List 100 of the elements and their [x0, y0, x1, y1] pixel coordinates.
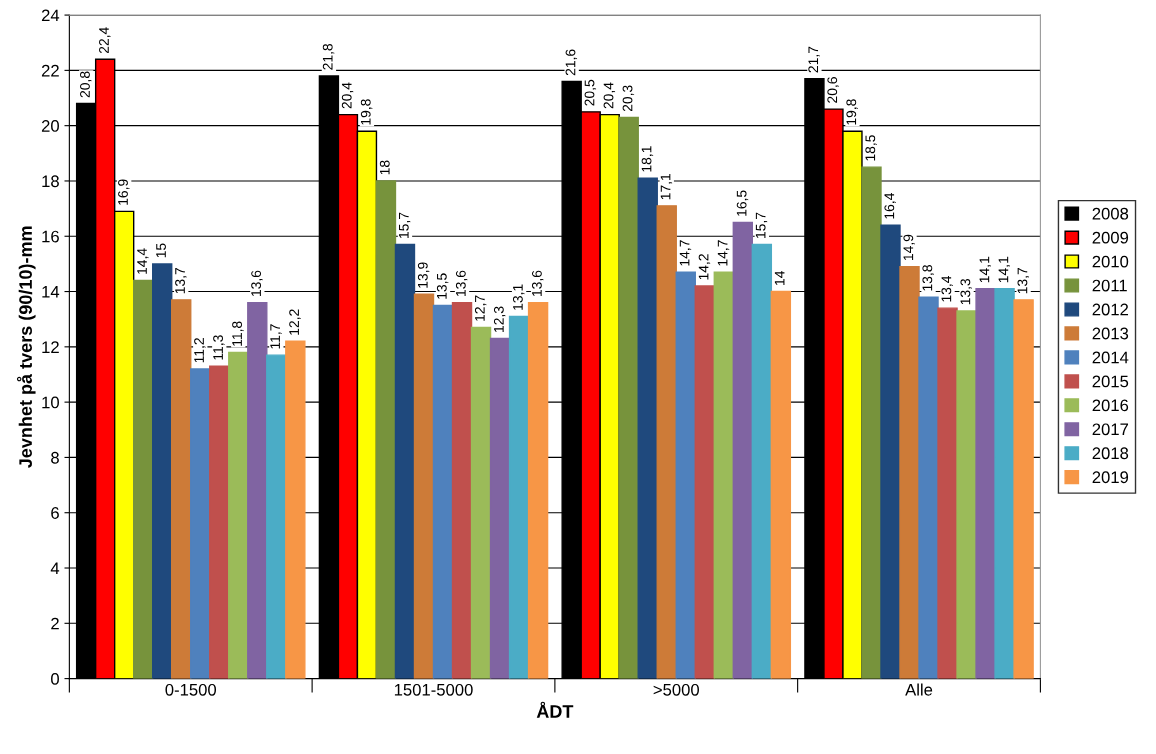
bar	[713, 271, 735, 679]
bar	[656, 205, 677, 679]
bar	[770, 290, 792, 679]
legend-label: 2013	[1092, 327, 1129, 340]
bar	[994, 288, 1015, 679]
legend-label: 2018	[1092, 447, 1129, 460]
bar	[937, 307, 958, 679]
bar	[880, 224, 901, 679]
legend-label: 2008	[1092, 207, 1129, 220]
bar	[899, 265, 920, 679]
data-label: 20,6	[827, 77, 839, 103]
data-label: 19,8	[846, 99, 858, 125]
data-label: 13,7	[175, 267, 187, 294]
data-label: 16,4	[884, 193, 896, 219]
data-label: 19,8	[360, 99, 373, 125]
data-label: 15,7	[399, 212, 411, 238]
legend-label: 2017	[1092, 423, 1129, 436]
bar	[375, 180, 397, 679]
data-label: 20,3	[622, 85, 635, 112]
data-label: 17,1	[660, 173, 673, 200]
legend-label: 2015	[1092, 375, 1129, 388]
data-label: 11,3	[213, 335, 225, 360]
data-label: 14,1	[979, 256, 991, 283]
data-label: 21,7	[808, 46, 820, 73]
y-tick-label: 2	[51, 617, 59, 630]
x-tick-label: 0-1500	[165, 683, 217, 696]
y-tick-label: 8	[51, 451, 59, 464]
data-label: 14,4	[137, 248, 149, 274]
bar	[228, 351, 249, 679]
y-tick-label: 18	[42, 175, 59, 188]
bar	[432, 304, 454, 679]
legend-label: 2010	[1092, 255, 1129, 268]
data-label: 13,9	[417, 262, 430, 288]
y-tick-label: 6	[51, 507, 59, 519]
bar	[413, 293, 435, 679]
bar	[675, 271, 696, 679]
data-label: 13,6	[455, 270, 468, 296]
data-label: 14,1	[998, 256, 1010, 283]
y-tick-label: 16	[42, 230, 59, 243]
data-label: 14,2	[698, 254, 711, 280]
bar	[451, 301, 473, 679]
data-label: 11,8	[232, 321, 244, 346]
bar	[1013, 299, 1034, 679]
bar	[918, 296, 939, 679]
data-label: 13,8	[922, 265, 934, 291]
data-label: 15,7	[755, 212, 768, 238]
bar	[618, 116, 639, 679]
bar	[975, 288, 996, 679]
bar	[132, 279, 154, 679]
bar	[247, 301, 268, 679]
data-label: 13,6	[251, 270, 263, 296]
data-label: 20,4	[603, 82, 616, 109]
data-label: 16,9	[118, 179, 130, 205]
data-label: 12,3	[493, 306, 506, 332]
data-label: 14,7	[717, 240, 730, 266]
data-label: 13,6	[531, 270, 544, 296]
y-tick-label: 0	[51, 673, 59, 685]
data-label: 18,5	[865, 135, 877, 161]
y-tick-label: 4	[50, 562, 60, 575]
bar	[694, 285, 715, 679]
data-label: 13,3	[960, 278, 972, 305]
data-label: 21,8	[322, 43, 335, 70]
data-label: 14,9	[903, 234, 915, 261]
x-tick-label: >5000	[653, 683, 700, 696]
bar	[470, 326, 492, 679]
data-label: 13,7	[1017, 267, 1029, 294]
y-tick-label: 24	[41, 9, 60, 22]
data-label: 22,4	[99, 27, 111, 54]
y-tick-label: 20	[41, 120, 59, 132]
data-label: 12,2	[289, 309, 301, 335]
data-label: 18,1	[641, 146, 654, 172]
bar	[527, 301, 549, 679]
legend-label: 2014	[1092, 351, 1129, 364]
bar	[637, 177, 658, 679]
y-tick-label: 22	[41, 64, 59, 77]
data-label: 12,7	[474, 295, 487, 321]
data-label: 16,5	[736, 190, 749, 216]
data-label: 20,4	[341, 82, 354, 109]
bar	[956, 310, 977, 679]
data-label: 13,1	[512, 284, 525, 310]
y-tick-label: 12	[42, 341, 59, 353]
bar	[508, 315, 530, 679]
data-label: 14	[774, 270, 785, 285]
bar	[732, 221, 754, 679]
y-tick-label: 10	[42, 396, 59, 409]
x-axis-title: ÅDT	[536, 701, 574, 718]
x-tick-label: Alle	[905, 683, 933, 696]
data-label: 21,6	[565, 49, 578, 76]
legend-label: 2009	[1092, 231, 1129, 244]
y-tick-label: 14	[42, 286, 60, 298]
bar	[861, 166, 882, 679]
bar	[266, 354, 287, 679]
legend-label: 2019	[1092, 471, 1129, 484]
data-label: 13,4	[941, 275, 953, 302]
y-axis-title: Jevnhet på tvers (90/10)-mm	[16, 226, 36, 468]
data-label: 14,7	[679, 240, 692, 266]
bar	[751, 243, 773, 679]
x-tick-label: 1501-5000	[394, 683, 473, 696]
bar	[394, 243, 416, 679]
data-label: 11,7	[270, 324, 282, 349]
